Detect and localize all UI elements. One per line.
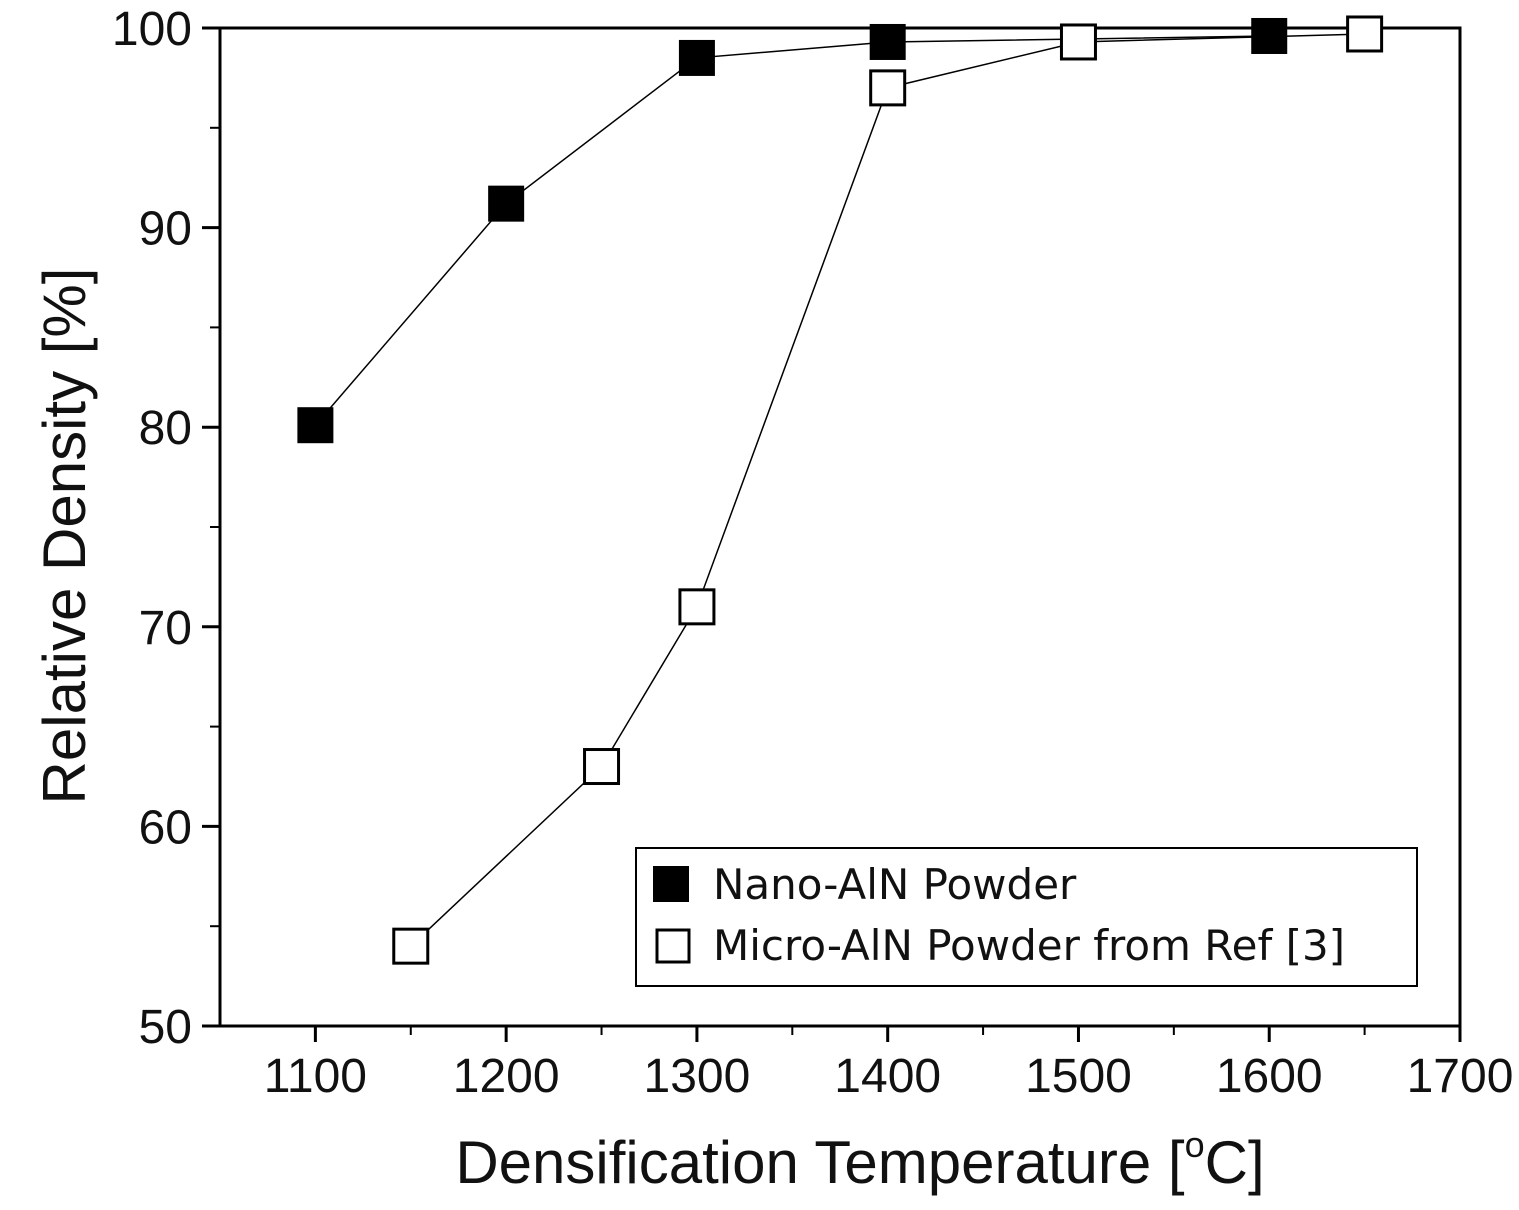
y-tick-label: 90 — [139, 203, 192, 256]
x-tick-label: 1400 — [834, 1050, 941, 1103]
data-point-micro — [583, 748, 621, 786]
x-tick-label: 1600 — [1216, 1050, 1323, 1103]
data-point-micro — [1059, 23, 1097, 61]
legend-marker-nano — [653, 866, 689, 902]
series-lines — [314, 33, 1365, 947]
y-tick-label: 50 — [139, 1001, 192, 1054]
axes: 1100 1200 1300 1400 1500 1600 1700 50 60 70 80 90 10… — [112, 3, 1513, 1103]
y-tick-label: 80 — [139, 402, 192, 455]
y-tick-label: 70 — [139, 602, 192, 655]
data-point-micro — [1346, 15, 1384, 53]
x-tick-label: 1300 — [644, 1050, 751, 1103]
series-line-1 — [410, 33, 1365, 947]
series-markers — [297, 15, 1384, 965]
data-point-nano — [869, 23, 906, 60]
x-axis-title: Densification Temperature [oC] — [455, 1124, 1264, 1196]
y-axis-title: Relative Density [%] — [31, 268, 98, 805]
data-point-nano — [488, 185, 525, 222]
series-line-0 — [314, 35, 1270, 426]
data-point-nano — [1251, 17, 1288, 54]
data-point-micro — [392, 927, 430, 965]
x-tick-label: 1200 — [453, 1050, 560, 1103]
x-tick-label: 1700 — [1407, 1050, 1514, 1103]
y-tick-label: 100 — [112, 3, 192, 56]
legend-label-micro: Micro-AlN Powder from Ref [3] — [713, 921, 1345, 970]
data-point-nano — [297, 407, 334, 444]
data-point-micro — [869, 69, 907, 107]
legend-label-nano: Nano-AlN Powder — [713, 860, 1077, 909]
data-point-nano — [678, 39, 715, 76]
y-tick-label: 60 — [139, 801, 192, 854]
legend-marker-micro — [655, 928, 691, 964]
legend-box — [635, 847, 1418, 987]
x-tick-label: 1100 — [264, 1050, 367, 1103]
x-tick-label: 1500 — [1025, 1050, 1132, 1103]
legend: Nano-AlN Powder Micro-AlN Powder from Re… — [635, 847, 1418, 987]
data-point-micro — [678, 588, 716, 626]
